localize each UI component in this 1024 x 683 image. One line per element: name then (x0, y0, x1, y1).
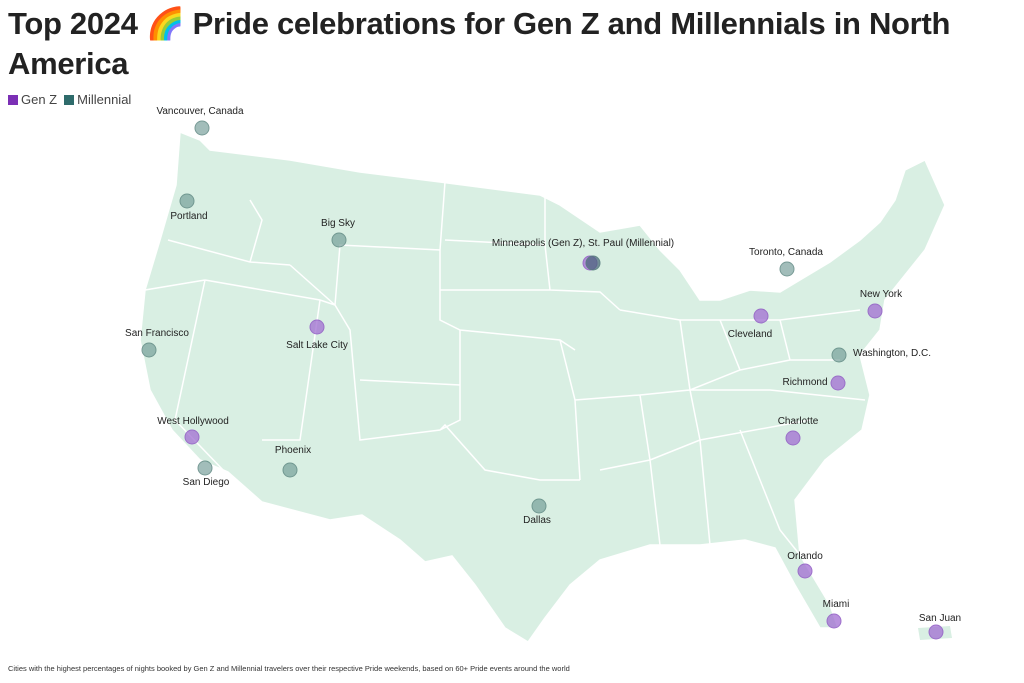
legend-label-millennial: Millennial (77, 92, 132, 107)
city-label-dallas: Dallas (523, 515, 551, 526)
legend: Gen Z Millennial (8, 92, 131, 107)
city-label-san-francisco: San Francisco (125, 328, 189, 339)
city-label-san-diego: San Diego (182, 477, 230, 488)
city-marker-portland[interactable] (179, 193, 195, 209)
city-marker-san-diego[interactable] (197, 460, 213, 476)
city-marker-big-sky[interactable] (331, 232, 347, 248)
city-marker-san-francisco[interactable] (141, 342, 157, 358)
legend-label-gen-z: Gen Z (21, 92, 58, 107)
city-marker-phoenix[interactable] (282, 462, 298, 478)
city-marker-richmond[interactable] (830, 375, 846, 391)
city-marker-st-paul[interactable] (585, 255, 601, 271)
city-label-new-york: New York (859, 289, 903, 300)
city-label-minneapolis-st-paul: Minneapolis (Gen Z), St. Paul (Millennia… (491, 238, 675, 249)
city-marker-orlando[interactable] (797, 563, 813, 579)
city-label-miami: Miami (822, 599, 850, 610)
city-label-vancouver: Vancouver, Canada (156, 106, 244, 117)
city-marker-cleveland[interactable] (753, 308, 769, 324)
city-marker-miami[interactable] (826, 613, 842, 629)
city-marker-washington-dc[interactable] (831, 347, 847, 363)
city-marker-new-york[interactable] (867, 303, 883, 319)
city-label-phoenix: Phoenix (274, 445, 312, 456)
city-marker-west-hollywood[interactable] (184, 429, 200, 445)
legend-swatch-gen-z (8, 94, 18, 105)
city-label-west-hollywood: West Hollywood (157, 416, 229, 427)
footnote: Cities with the highest percentages of n… (8, 664, 570, 673)
page-title: Top 2024 🌈 Pride celebrations for Gen Z … (8, 6, 951, 81)
city-label-orlando: Orlando (787, 551, 823, 562)
city-marker-dallas[interactable] (531, 498, 547, 514)
city-label-big-sky: Big Sky (321, 218, 355, 229)
city-label-san-juan: San Juan (918, 613, 962, 624)
us-landmass (139, 130, 946, 644)
city-marker-charlotte[interactable] (785, 430, 801, 446)
city-label-portland: Portland (170, 211, 208, 222)
city-label-washington-dc: Washington, D.C. (853, 348, 931, 359)
city-label-charlotte: Charlotte (777, 416, 819, 427)
city-marker-san-juan[interactable] (928, 624, 944, 640)
city-label-toronto: Toronto, Canada (749, 247, 823, 258)
city-label-salt-lake-city: Salt Lake City (286, 340, 348, 351)
state-borders (144, 181, 866, 556)
city-marker-toronto[interactable] (779, 261, 795, 277)
city-label-cleveland: Cleveland (727, 329, 773, 340)
legend-swatch-millennial (64, 94, 75, 105)
city-marker-salt-lake-city[interactable] (309, 319, 325, 335)
city-label-richmond: Richmond (782, 377, 828, 388)
city-marker-vancouver[interactable] (194, 120, 210, 136)
